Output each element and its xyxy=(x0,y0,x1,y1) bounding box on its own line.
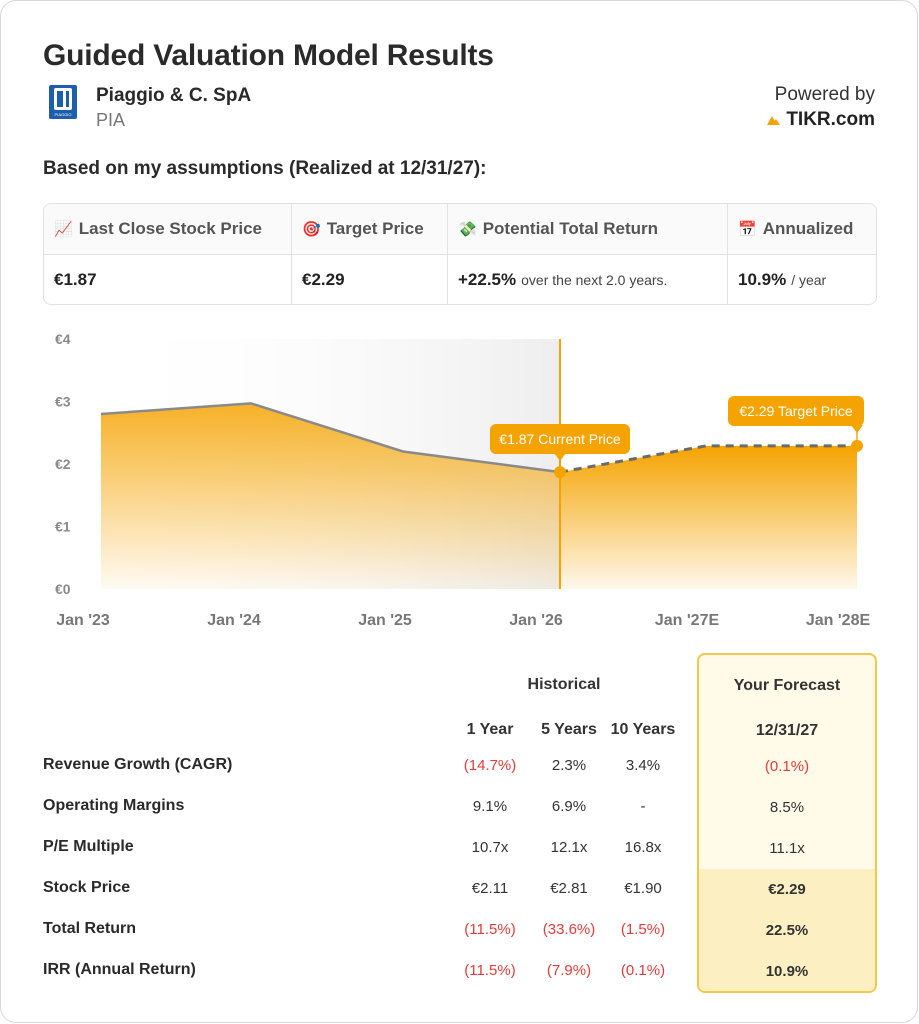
row-label: Revenue Growth (CAGR) xyxy=(43,756,233,773)
current-price-callout-text: €1.87 Current Price xyxy=(499,431,621,447)
table-cell: (7.9%) xyxy=(546,962,592,979)
company-ticker: PIA xyxy=(96,110,126,130)
summary-value: €1.87 xyxy=(54,270,97,289)
assumptions-heading: Based on my assumptions (Realized at 12/… xyxy=(43,158,487,179)
summary-table: 📈 Last Close Stock Price €1.87 🎯 Target Pr… xyxy=(43,203,877,305)
col-10-years: 10 Years xyxy=(610,721,676,738)
summary-label: Potential Total Return xyxy=(482,219,659,238)
target-icon: 🎯 xyxy=(302,221,321,238)
tikr-logo-icon xyxy=(767,115,781,125)
summary-annualized: 📅 Annualized 10.9% / year xyxy=(728,204,876,304)
forecast-column xyxy=(697,653,877,993)
forecast-cell: 10.9% xyxy=(765,963,809,980)
y-tick-label: €2 xyxy=(55,456,71,472)
row-label: Stock Price xyxy=(43,879,131,896)
table-cell: 9.1% xyxy=(472,798,508,815)
money-with-wings-icon: 💸 xyxy=(458,221,477,238)
table-cell: 12.1x xyxy=(550,839,588,856)
row-label: P/E Multiple xyxy=(43,838,134,855)
x-tick-label: Jan '28E xyxy=(806,612,871,629)
historical-header: Historical xyxy=(527,676,601,693)
summary-last-close: 📈 Last Close Stock Price €1.87 xyxy=(44,204,292,304)
summary-value: 10.9% xyxy=(738,270,787,289)
row-label: IRR (Annual Return) xyxy=(43,961,196,978)
summary-value: +22.5% xyxy=(458,270,517,289)
forecast-header: Your Forecast xyxy=(733,677,841,694)
forecast-cell: (0.1%) xyxy=(764,758,810,775)
row-label: Operating Margins xyxy=(43,797,185,814)
x-tick-label: Jan '26 xyxy=(509,612,563,629)
price-chart: €4 €3 €2 €1 €0 Jan '23 Jan '24 Jan '25 Jan '26 Ja… xyxy=(55,331,871,629)
table-cell: - xyxy=(640,798,646,815)
x-tick-label: Jan '24 xyxy=(207,612,261,629)
row-label: Total Return xyxy=(43,920,137,937)
page-title: Guided Valuation Model Results xyxy=(43,39,494,72)
summary-value: €2.29 xyxy=(302,270,345,289)
table-cell: (11.5%) xyxy=(464,921,516,938)
y-tick-label: €3 xyxy=(55,394,71,410)
x-tick-label: Jan '23 xyxy=(56,612,110,629)
current-price-callout-pointer xyxy=(554,453,566,461)
table-cell: (11.5%) xyxy=(464,962,516,979)
x-tick-label: Jan '27E xyxy=(655,612,720,629)
table-cell: (14.7%) xyxy=(463,757,517,774)
table-cell: (1.5%) xyxy=(620,921,666,938)
chart-increasing-icon: 📈 xyxy=(54,221,73,238)
forecast-cell: 11.1x xyxy=(769,840,805,857)
target-price-marker xyxy=(851,439,863,452)
forecast-area xyxy=(560,445,857,589)
tikr-brand-link[interactable]: TIKR.com xyxy=(767,109,875,131)
tikr-brand-text: TIKR.com xyxy=(786,109,875,130)
logo-text: PIAGGIO xyxy=(54,112,72,117)
col-forecast-date: 12/31/27 xyxy=(755,722,819,739)
summary-label: Annualized xyxy=(762,219,854,238)
x-tick-label: Jan '25 xyxy=(358,612,412,629)
table-cell: 6.9% xyxy=(551,798,587,815)
target-price-callout-text: €2.29 Target Price xyxy=(739,403,853,419)
col-1-year: 1 Year xyxy=(466,721,514,738)
summary-subtext: over the next 2.0 years. xyxy=(521,272,668,288)
table-cell: 3.4% xyxy=(625,757,661,774)
table-cell: (0.1%) xyxy=(620,962,666,979)
table-cell: 16.8x xyxy=(624,839,662,856)
table-cell: €2.11 xyxy=(471,880,509,897)
forecast-cell: 8.5% xyxy=(769,799,805,816)
forecast-highlight xyxy=(699,869,875,991)
forecast-cell: €2.29 xyxy=(768,881,806,898)
y-tick-label: €4 xyxy=(55,331,71,347)
current-price-marker xyxy=(554,466,566,479)
table-cell: 2.3% xyxy=(551,757,587,774)
summary-target-price: 🎯 Target Price €2.29 xyxy=(292,204,448,304)
target-price-callout-pointer xyxy=(851,425,863,433)
summary-subtext: / year xyxy=(791,272,827,288)
summary-total-return: 💸 Potential Total Return +22.5% over the n… xyxy=(448,204,728,304)
y-tick-label: €1 xyxy=(55,519,71,535)
company-name: Piaggio & C. SpA xyxy=(96,85,252,106)
current-price-callout-box xyxy=(490,424,630,454)
target-price-callout-box xyxy=(728,396,864,426)
summary-label: Target Price xyxy=(326,219,424,238)
y-tick-label: €0 xyxy=(55,581,71,597)
summary-label: Last Close Stock Price xyxy=(78,219,262,238)
historical-area xyxy=(101,403,560,589)
table-cell: €2.81 xyxy=(550,880,588,897)
table-cell: (33.6%) xyxy=(542,921,596,938)
table-cell: 10.7x xyxy=(471,839,509,856)
target-price-callout: €2.29 Target Price xyxy=(728,396,864,440)
col-5-years: 5 Years xyxy=(541,721,597,738)
table-cell: €1.90 xyxy=(624,880,662,897)
forecast-line xyxy=(559,444,857,474)
historical-line xyxy=(100,402,561,474)
company-logo: PIAGGIO xyxy=(49,85,77,119)
powered-by-label: Powered by xyxy=(774,84,875,105)
calendar-icon: 📅 xyxy=(738,221,757,238)
forecast-cell: 22.5% xyxy=(765,922,809,939)
current-price-callout: €1.87 Current Price xyxy=(490,424,630,467)
